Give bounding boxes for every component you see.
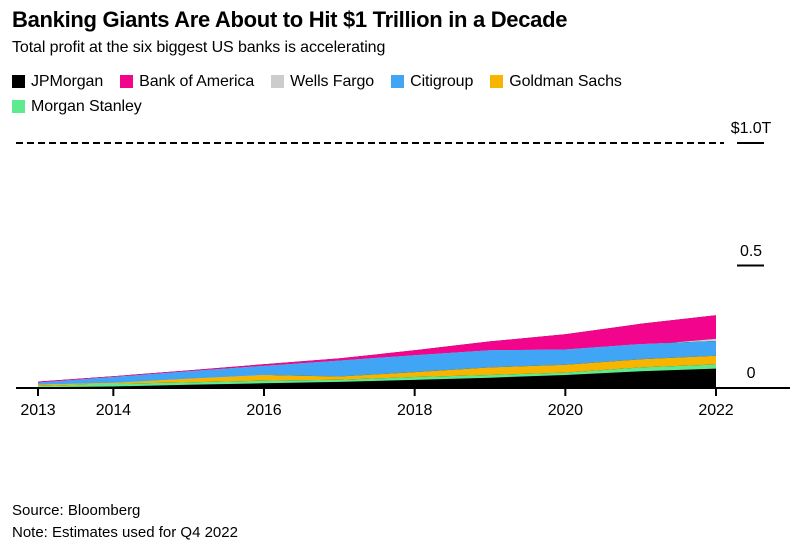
legend-item-wells-fargo: Wells Fargo [271, 72, 374, 91]
source-text: Source: Bloomberg [12, 502, 141, 519]
y-axis-label-0: 0 [746, 365, 756, 382]
legend-item-bank-of-america: Bank of America [120, 72, 254, 91]
legend-label: Citigroup [410, 72, 474, 90]
x-axis-label-2020: 2020 [547, 402, 583, 419]
legend-swatch-wells-fargo [271, 75, 285, 88]
legend-label: Morgan Stanley [31, 97, 142, 115]
y-axis-label--1-0t: $1.0T [730, 120, 772, 137]
legend-swatch-morgan-stanley [12, 100, 25, 113]
legend-swatch-bank-of-america [120, 75, 134, 88]
legend-label: Wells Fargo [290, 72, 375, 90]
legend-label: Bank of America [139, 72, 255, 90]
y-axis-label-0-5: 0.5 [740, 242, 762, 260]
x-axis-label-2014: 2014 [95, 402, 131, 419]
legend-swatch-citigroup [391, 75, 405, 88]
area-morgan-stanley [38, 364, 716, 388]
legend-label: JPMorgan [31, 72, 104, 90]
stacked-area-chart: $1.0T 0.5 0 2013 2014 2016 2018 2020 2022 [0, 115, 800, 435]
chart-title: Banking Giants Are About to Hit $1 Trill… [12, 7, 568, 32]
legend-item-jpmorgan: JPMorgan [12, 72, 103, 91]
legend-item-citigroup: Citigroup [391, 72, 473, 91]
x-axis-label-2022: 2022 [698, 402, 734, 419]
area-goldman-sachs [38, 355, 716, 386]
area-citigroup [38, 341, 716, 385]
x-axis-label-2013: 2013 [20, 402, 56, 419]
x-axis-label-2016: 2016 [246, 402, 282, 419]
legend: JPMorgan Bank of America Wells Fargo Citigr… [12, 72, 782, 116]
legend-swatch-goldman-sachs [490, 75, 504, 88]
chart-canvas [16, 142, 790, 396]
chart-subtitle: Total profit at the six biggest US banks… [12, 39, 386, 56]
x-axis-label-2018: 2018 [397, 402, 433, 419]
legend-item-goldman-sachs: Goldman Sachs [490, 72, 622, 91]
legend-item-morgan-stanley: Morgan Stanley [12, 97, 142, 116]
legend-label: Goldman Sachs [509, 72, 622, 90]
note-text: Note: Estimates used for Q4 2022 [12, 524, 238, 541]
legend-swatch-jpmorgan [12, 75, 25, 88]
